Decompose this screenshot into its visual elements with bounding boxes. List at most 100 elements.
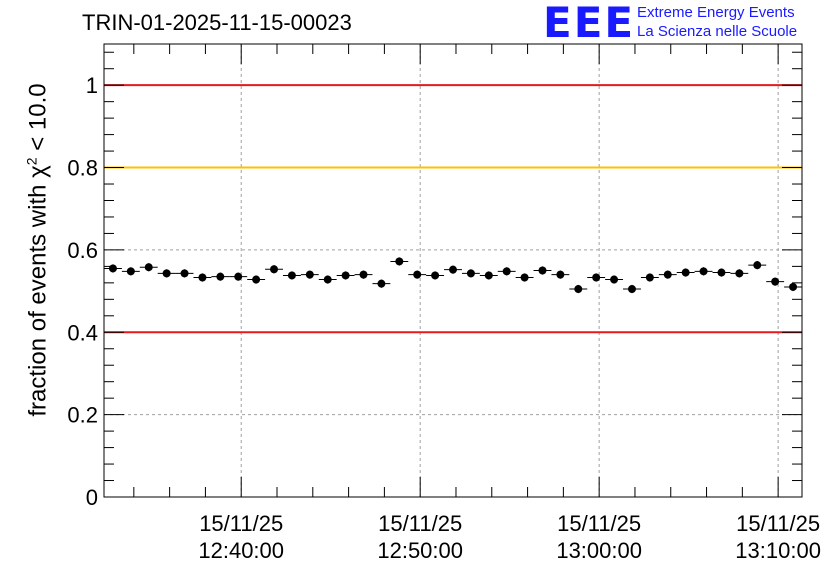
x-tick-label-time: 12:40:00	[198, 538, 285, 563]
data-point	[282, 271, 301, 280]
data-marker	[126, 267, 135, 276]
data-point	[605, 275, 624, 284]
x-tick-label-date: 15/11/25	[736, 511, 821, 536]
data-point	[354, 270, 373, 279]
data-point	[730, 269, 749, 278]
data-marker	[520, 273, 529, 282]
data-point	[640, 273, 659, 282]
data-marker	[556, 270, 565, 279]
data-point	[497, 267, 516, 276]
logo-caption: Extreme Energy Events La Scienza nelle S…	[637, 3, 797, 41]
x-tick-label: 15/11/25 13:00:00	[529, 510, 669, 564]
data-marker	[431, 271, 440, 280]
data-marker	[252, 275, 261, 284]
y-tick-label: 0.2	[67, 403, 98, 428]
data-point	[748, 261, 767, 270]
y-tick-label: 0	[86, 485, 98, 510]
data-marker	[789, 282, 798, 291]
reference-lines	[104, 84, 802, 334]
data-marker	[198, 273, 207, 282]
data-point	[569, 284, 588, 294]
data-point	[533, 266, 552, 275]
data-point	[229, 272, 248, 281]
data-point	[676, 268, 695, 277]
data-marker	[681, 268, 690, 277]
data-marker	[234, 272, 243, 281]
y-axis-label-sup: 2	[23, 157, 40, 166]
data-marker	[663, 270, 672, 279]
data-marker	[359, 270, 368, 279]
chart-title: TRIN-01-2025-11-15-00023	[82, 10, 352, 35]
data-marker	[287, 271, 296, 280]
data-point	[587, 273, 606, 282]
data-marker	[538, 266, 547, 275]
data-marker	[180, 269, 189, 278]
data-points	[104, 257, 802, 294]
data-point	[444, 265, 462, 274]
data-marker	[449, 265, 457, 274]
data-point	[157, 269, 176, 278]
x-tick-label-date: 15/11/25	[557, 511, 642, 536]
data-marker	[502, 267, 511, 276]
data-marker	[323, 275, 332, 284]
plot-frame	[103, 43, 803, 498]
data-point	[694, 267, 713, 276]
data-marker	[413, 270, 422, 279]
data-marker	[162, 269, 171, 278]
x-tick-label-time: 12:50:00	[377, 538, 463, 563]
x-tick-label-time: 13:10:00	[735, 538, 821, 563]
data-point	[247, 275, 266, 284]
data-marker	[341, 271, 350, 280]
data-marker	[108, 264, 117, 273]
data-marker	[717, 268, 726, 277]
y-tick-label: 0.6	[67, 238, 98, 263]
data-marker	[395, 257, 404, 266]
data-marker	[574, 285, 583, 294]
x-tick-label-date: 15/11/25	[199, 511, 284, 536]
x-tick-label: 15/11/25 12:40:00	[171, 510, 311, 564]
data-point	[390, 257, 409, 266]
data-marker	[699, 267, 708, 276]
data-point	[551, 270, 570, 279]
data-point	[372, 279, 391, 288]
data-marker	[735, 269, 744, 278]
data-marker	[270, 265, 279, 274]
y-axis-label-suffix: < 10.0	[24, 83, 52, 158]
y-axis-label: fraction of events with χ2 < 10.0	[24, 83, 53, 416]
data-marker	[645, 273, 654, 282]
data-point	[265, 265, 283, 274]
data-point	[193, 273, 212, 282]
data-point	[515, 273, 534, 282]
data-point	[121, 267, 140, 276]
data-marker	[466, 269, 475, 278]
data-point	[139, 263, 158, 272]
x-tick-label: 15/11/25 13:10:00	[708, 510, 836, 564]
data-point	[461, 269, 480, 278]
data-marker	[771, 277, 780, 286]
data-point	[300, 270, 319, 279]
x-tick-label-date: 15/11/25	[378, 511, 463, 536]
data-point	[336, 271, 355, 280]
data-point	[104, 264, 122, 273]
y-axis-label-prefix: fraction of events with	[24, 177, 52, 417]
y-axis-label-symbol: χ	[24, 165, 52, 178]
data-point	[712, 268, 731, 277]
y-tick-label: 0.8	[67, 156, 98, 181]
data-marker	[144, 263, 153, 272]
data-point	[408, 270, 427, 279]
logo-caption-line1: Extreme Energy Events	[637, 4, 795, 21]
data-point	[784, 282, 802, 292]
y-tick-label: 0.4	[67, 320, 98, 345]
y-tick-labels: 0 0.2 0.4 0.6 0.8 1	[67, 73, 98, 510]
x-tick-label-time: 13:00:00	[556, 538, 642, 563]
data-marker	[484, 271, 493, 280]
data-point	[766, 277, 785, 286]
data-point	[658, 270, 677, 279]
data-point	[623, 284, 641, 294]
data-point	[175, 269, 194, 278]
axis-ticks	[104, 44, 802, 498]
eee-logo: EEE	[543, 0, 636, 47]
data-marker	[216, 272, 225, 281]
data-marker	[305, 270, 314, 279]
